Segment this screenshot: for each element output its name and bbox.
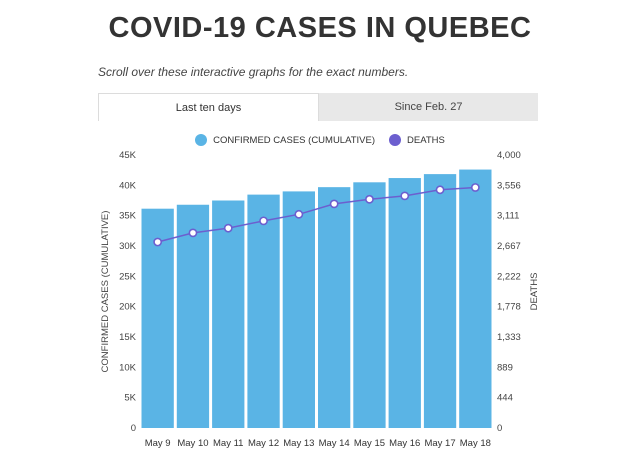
bar-cases [388,178,421,428]
x-tick-label: May 11 [213,438,243,449]
x-tick-label: May 17 [424,438,455,449]
y2-tick-label: 1,333 [497,332,521,343]
y-tick-label: 40K [119,180,137,191]
point-deaths [259,216,268,226]
y-tick-label: 45K [119,150,137,161]
tab-bar: Last ten days Since Feb. 27 [98,93,538,121]
legend-label-cases: CONFIRMED CASES (CUMULATIVE) [213,134,376,146]
point-deaths [400,191,410,201]
bar-cases [176,204,210,428]
y2-axis-title: DEATHS [529,273,540,311]
bar-cases [459,169,492,428]
x-tick-label: May 13 [283,438,314,449]
point-deaths [223,223,233,233]
y2-tick-label: 4,000 [497,150,521,161]
y-tick-label: 20K [119,302,137,313]
x-tick-label: May 14 [319,438,350,449]
chart-legend: CONFIRMED CASES (CUMULATIVE) DEATHS [0,134,640,146]
y-axis-title: CONFIRMED CASES (CUMULATIVE) [100,211,111,373]
point-deaths [435,185,445,195]
x-tick-label: May 15 [354,438,385,449]
y-tick-label: 25K [119,271,137,282]
y-tick-label: 15K [119,332,137,343]
point-deaths [365,194,374,204]
legend-item-deaths[interactable]: DEATHS [389,134,445,146]
point-deaths [329,199,339,209]
x-tick-label: May 9 [145,438,171,449]
x-tick-label: May 18 [460,438,491,449]
tab-since-feb-27[interactable]: Since Feb. 27 [319,93,538,121]
page-subtitle: Scroll over these interactive graphs for… [98,65,409,79]
bar-cases [212,200,245,428]
y-tick-label: 0 [131,423,136,434]
bar-cases [353,182,386,428]
point-deaths [294,209,304,219]
y2-tick-label: 1,778 [497,302,521,313]
y2-tick-label: 2,667 [497,241,521,252]
tab-last-ten-days[interactable]: Last ten days [98,93,319,121]
bar-cases [282,191,315,428]
y2-tick-label: 3,111 [497,211,519,222]
point-deaths [470,183,480,192]
y2-tick-label: 0 [497,423,502,434]
y2-tick-label: 2,222 [497,271,521,282]
legend-item-cases[interactable]: CONFIRMED CASES (CUMULATIVE) [195,134,375,146]
x-tick-label: May 10 [177,438,208,449]
y2-tick-label: 444 [497,393,513,404]
y-tick-label: 35K [119,211,137,222]
point-deaths [153,237,163,247]
legend-swatch-deaths [389,134,402,146]
bar-cases [247,194,280,428]
y-tick-label: 30K [119,241,137,252]
legend-swatch-cases [195,134,208,146]
y2-tick-label: 889 [497,362,513,373]
x-tick-label: May 12 [248,438,279,449]
point-deaths [188,228,198,238]
y-tick-label: 5K [124,393,136,404]
y2-tick-label: 3,556 [497,180,521,191]
x-tick-label: May 16 [389,438,420,449]
legend-label-deaths: DEATHS [407,134,445,146]
line-deaths [157,186,476,243]
y-tick-label: 10K [119,362,137,373]
page-title: COVID-19 CASES IN QUEBEC [108,12,532,44]
bar-cases [423,174,457,428]
bar-cases [318,187,351,428]
